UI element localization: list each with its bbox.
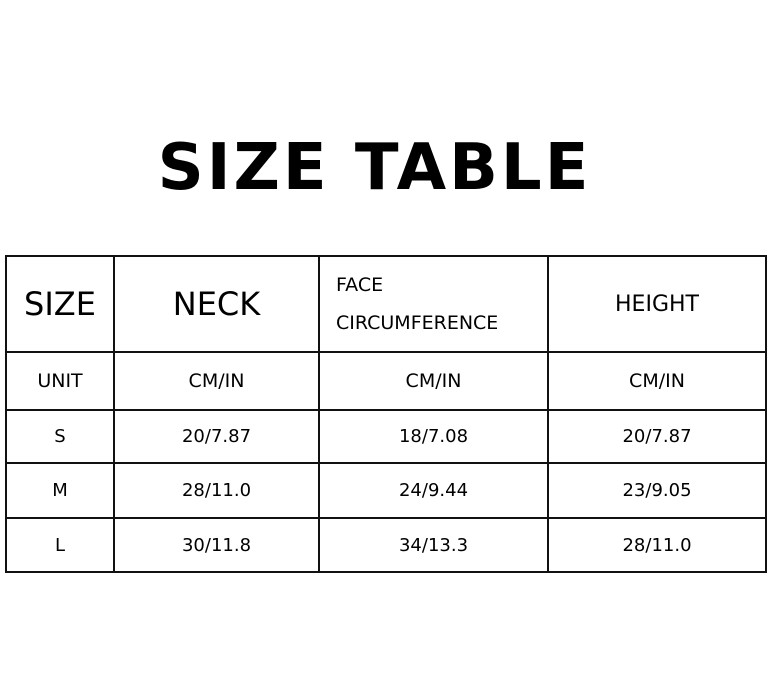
neck-cell: 30/11.8: [113, 517, 320, 573]
neck-cell: 20/7.87: [113, 409, 320, 464]
face-cell: 18/7.08: [318, 409, 549, 464]
height-cell: 23/9.05: [547, 462, 767, 519]
unit-height: CM/IN: [547, 351, 767, 411]
height-cell: 28/11.0: [547, 517, 767, 573]
header-circumference: CIRCUMFERENCE: [336, 312, 499, 334]
unit-neck: CM/IN: [113, 351, 320, 411]
table-row: S 20/7.87 18/7.08 20/7.87: [5, 409, 767, 464]
size-cell: M: [5, 462, 115, 519]
header-height: HEIGHT: [547, 255, 767, 353]
table-row: L 30/11.8 34/13.3 28/11.0: [5, 517, 767, 573]
unit-row: UNIT CM/IN CM/IN CM/IN: [5, 351, 767, 411]
size-cell: S: [5, 409, 115, 464]
header-face-circumference: FACE CIRCUMFERENCE: [318, 255, 549, 353]
size-cell: L: [5, 517, 115, 573]
header-row: SIZE NECK FACE CIRCUMFERENCE HEIGHT: [5, 255, 767, 353]
face-cell: 34/13.3: [318, 517, 549, 573]
neck-cell: 28/11.0: [113, 462, 320, 519]
header-neck: NECK: [113, 255, 320, 353]
size-table: SIZE NECK FACE CIRCUMFERENCE HEIGHT UNIT …: [5, 255, 767, 573]
page-title: SIZE TABLE: [157, 131, 592, 205]
face-cell: 24/9.44: [318, 462, 549, 519]
unit-face: CM/IN: [318, 351, 549, 411]
header-face: FACE: [336, 274, 384, 296]
unit-label: UNIT: [5, 351, 115, 411]
height-cell: 20/7.87: [547, 409, 767, 464]
table-row: M 28/11.0 24/9.44 23/9.05: [5, 462, 767, 519]
header-size: SIZE: [5, 255, 115, 353]
